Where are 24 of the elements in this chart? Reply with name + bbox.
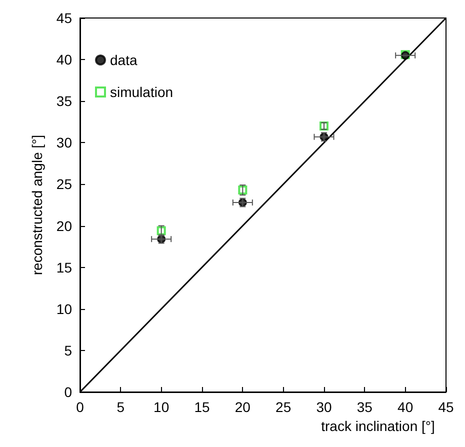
x-axis-title: track inclination [°]: [321, 418, 435, 434]
x-tick-label: 35: [356, 399, 373, 415]
legend-label: data: [110, 52, 138, 68]
x-tick-label: 25: [276, 399, 292, 415]
y-tick-label: 10: [56, 300, 72, 317]
x-tick-label: 30: [316, 399, 332, 415]
x-tick-label: 20: [234, 399, 251, 415]
y-tick-label: 5: [64, 342, 72, 358]
y-tick-label: 0: [64, 384, 72, 400]
x-tick-label: 0: [76, 399, 84, 415]
y-tick-label: 45: [56, 10, 72, 26]
x-tick-label: 15: [194, 399, 210, 415]
y-tick-label: 35: [56, 93, 72, 110]
x-tick-label: 45: [438, 399, 454, 415]
legend-label: simulation: [110, 84, 174, 100]
x-tick-label: 10: [154, 399, 170, 415]
y-axis-title: reconstructed angle [°]: [29, 134, 45, 276]
y-tick-label: 20: [56, 218, 72, 234]
y-tick-label: 15: [56, 259, 72, 276]
y-tick-label: 40: [56, 52, 72, 68]
x-tick-label: 5: [116, 399, 125, 415]
x-tick-label: 40: [398, 399, 414, 415]
y-tick-label: 25: [56, 176, 72, 192]
y-tick-label: 30: [56, 134, 72, 151]
